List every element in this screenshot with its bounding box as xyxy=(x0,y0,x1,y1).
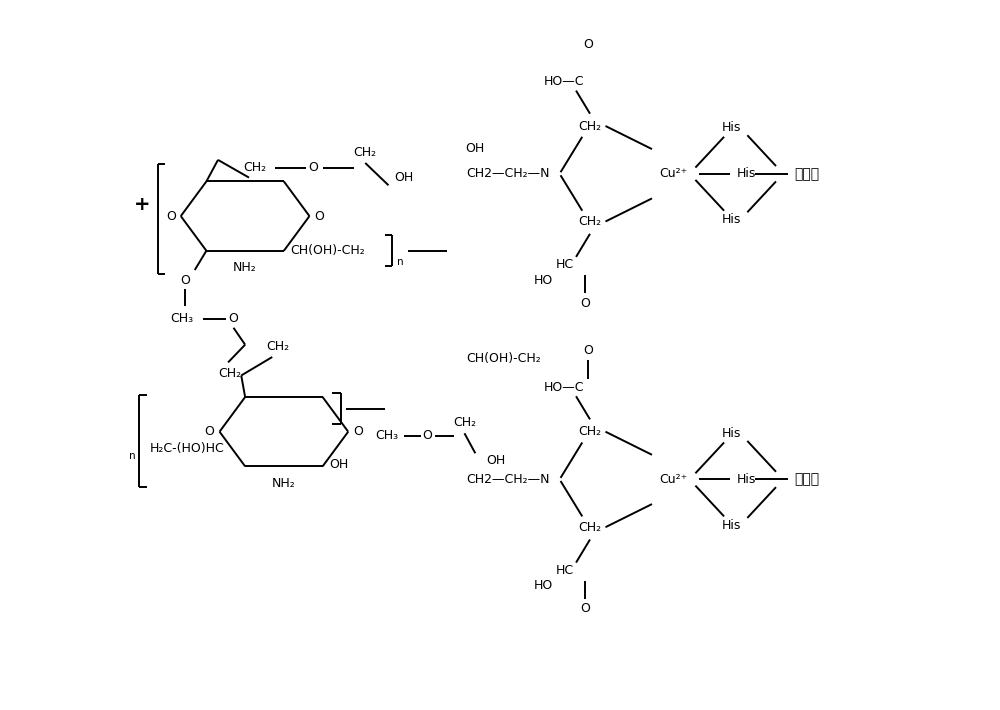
Text: O: O xyxy=(580,297,590,310)
Text: His: His xyxy=(737,473,757,486)
Text: O: O xyxy=(181,273,190,287)
Text: CH2—CH₂—N: CH2—CH₂—N xyxy=(466,168,550,180)
Text: O: O xyxy=(353,425,363,438)
Text: +: + xyxy=(134,195,150,214)
Text: His: His xyxy=(722,121,742,134)
Text: CH₂: CH₂ xyxy=(578,425,602,438)
Text: OH: OH xyxy=(394,171,414,184)
Text: CH₂: CH₂ xyxy=(578,119,602,133)
Text: n: n xyxy=(397,257,403,267)
Text: HO: HO xyxy=(534,579,553,592)
Text: HO—C: HO—C xyxy=(544,75,585,88)
Text: CH₂: CH₂ xyxy=(354,146,377,159)
Text: OH: OH xyxy=(466,142,485,155)
Text: Cu²⁺: Cu²⁺ xyxy=(660,473,688,486)
Text: O: O xyxy=(205,425,214,438)
Text: n: n xyxy=(129,452,136,462)
Text: HO—C: HO—C xyxy=(544,381,585,393)
Text: Cu²⁺: Cu²⁺ xyxy=(660,168,688,180)
Text: O: O xyxy=(315,209,324,223)
Text: His: His xyxy=(737,168,757,180)
Text: CH₂: CH₂ xyxy=(453,416,476,429)
Text: His: His xyxy=(722,427,742,439)
Text: CH2—CH₂—N: CH2—CH₂—N xyxy=(466,473,550,486)
Text: O: O xyxy=(580,602,590,616)
Text: CH₂: CH₂ xyxy=(243,161,266,174)
Text: HO: HO xyxy=(534,273,553,287)
Text: HC: HC xyxy=(555,258,573,271)
Text: His: His xyxy=(722,214,742,226)
Text: CH₂: CH₂ xyxy=(578,215,602,228)
Text: O: O xyxy=(229,312,238,325)
Text: CH₂: CH₂ xyxy=(578,520,602,534)
Text: CH₂: CH₂ xyxy=(218,368,241,381)
Text: NH₂: NH₂ xyxy=(233,261,257,274)
Text: CH(OH)-CH₂: CH(OH)-CH₂ xyxy=(466,352,541,365)
Text: His: His xyxy=(722,519,742,532)
Text: OH: OH xyxy=(329,459,348,471)
Text: O: O xyxy=(584,344,593,356)
Text: CH₃: CH₃ xyxy=(375,429,399,442)
Text: O: O xyxy=(422,429,432,442)
Text: O: O xyxy=(308,161,318,174)
Text: H₂C-(HO)HC: H₂C-(HO)HC xyxy=(150,442,225,455)
Text: O: O xyxy=(584,38,593,51)
Text: CH(OH)-CH₂: CH(OH)-CH₂ xyxy=(290,244,365,257)
Text: NH₂: NH₂ xyxy=(272,477,296,490)
Text: OH: OH xyxy=(486,454,505,467)
Text: CH₂: CH₂ xyxy=(266,339,289,353)
Text: O: O xyxy=(166,209,176,223)
Text: CH₃: CH₃ xyxy=(170,312,193,325)
Text: 蛋白质: 蛋白质 xyxy=(794,167,820,181)
Text: 蛋白质: 蛋白质 xyxy=(794,472,820,486)
Text: HC: HC xyxy=(555,564,573,577)
